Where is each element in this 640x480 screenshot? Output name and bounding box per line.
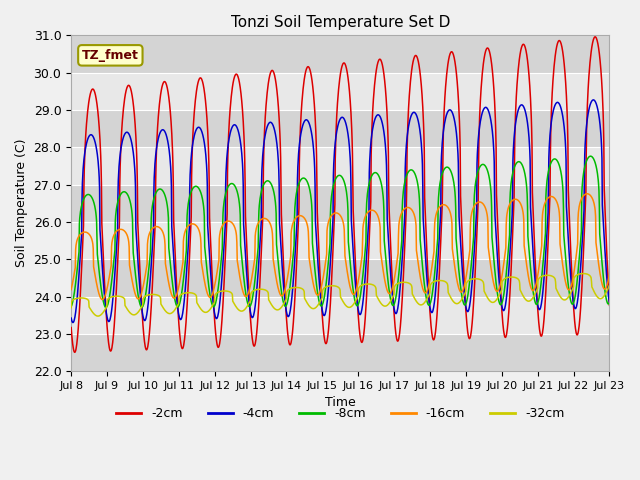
Bar xyxy=(71,110,609,147)
-2cm xyxy=(605,302,613,308)
-16cm xyxy=(542,198,550,204)
X-axis label: Time: Time xyxy=(325,396,356,409)
-4cm xyxy=(69,320,77,325)
Text: TZ_fmet: TZ_fmet xyxy=(82,49,139,62)
-4cm xyxy=(188,154,195,159)
Bar xyxy=(71,36,609,72)
-2cm xyxy=(71,349,79,355)
-32cm xyxy=(174,301,182,307)
-2cm xyxy=(67,324,75,330)
Legend: -2cm, -4cm, -8cm, -16cm, -32cm: -2cm, -4cm, -8cm, -16cm, -32cm xyxy=(111,402,570,425)
-4cm xyxy=(589,97,597,103)
-8cm xyxy=(102,305,110,311)
Bar xyxy=(71,147,609,185)
-32cm xyxy=(94,313,102,319)
-16cm xyxy=(174,287,182,292)
-2cm xyxy=(174,310,182,316)
Line: -2cm: -2cm xyxy=(71,37,609,352)
-16cm xyxy=(188,221,195,227)
-2cm xyxy=(591,34,599,40)
-4cm xyxy=(542,249,550,254)
Bar xyxy=(71,72,609,110)
-32cm xyxy=(248,289,255,295)
-8cm xyxy=(248,300,255,306)
Line: -16cm: -16cm xyxy=(71,194,609,300)
Bar xyxy=(71,259,609,297)
-16cm xyxy=(605,271,613,276)
Line: -32cm: -32cm xyxy=(71,274,609,316)
-8cm xyxy=(495,296,502,301)
-16cm xyxy=(495,288,502,293)
-4cm xyxy=(67,315,75,321)
Line: -8cm: -8cm xyxy=(71,156,609,308)
-4cm xyxy=(605,300,613,305)
-2cm xyxy=(542,288,550,294)
-8cm xyxy=(67,304,75,310)
-32cm xyxy=(424,294,432,300)
-4cm xyxy=(424,288,432,294)
-4cm xyxy=(174,308,182,314)
-8cm xyxy=(188,189,195,194)
Bar xyxy=(71,222,609,259)
-16cm xyxy=(67,287,75,292)
-8cm xyxy=(174,304,182,310)
-2cm xyxy=(495,238,502,244)
Bar xyxy=(71,185,609,222)
-32cm xyxy=(579,271,587,276)
-8cm xyxy=(424,301,432,307)
-16cm xyxy=(99,297,106,302)
Bar xyxy=(71,297,609,334)
Title: Tonzi Soil Temperature Set D: Tonzi Soil Temperature Set D xyxy=(230,15,450,30)
-8cm xyxy=(587,153,595,159)
-4cm xyxy=(495,268,502,274)
-32cm xyxy=(605,282,613,288)
-16cm xyxy=(248,277,255,283)
-16cm xyxy=(583,191,591,197)
-4cm xyxy=(248,313,255,319)
-2cm xyxy=(424,274,432,280)
-32cm xyxy=(67,305,75,311)
-2cm xyxy=(248,328,255,334)
-8cm xyxy=(605,300,613,306)
Line: -4cm: -4cm xyxy=(71,100,609,323)
Bar xyxy=(71,334,609,371)
-16cm xyxy=(424,285,432,291)
-8cm xyxy=(542,195,550,201)
-32cm xyxy=(542,273,550,278)
-2cm xyxy=(188,214,195,220)
-32cm xyxy=(495,294,502,300)
Y-axis label: Soil Temperature (C): Soil Temperature (C) xyxy=(15,139,28,267)
-32cm xyxy=(188,290,195,296)
